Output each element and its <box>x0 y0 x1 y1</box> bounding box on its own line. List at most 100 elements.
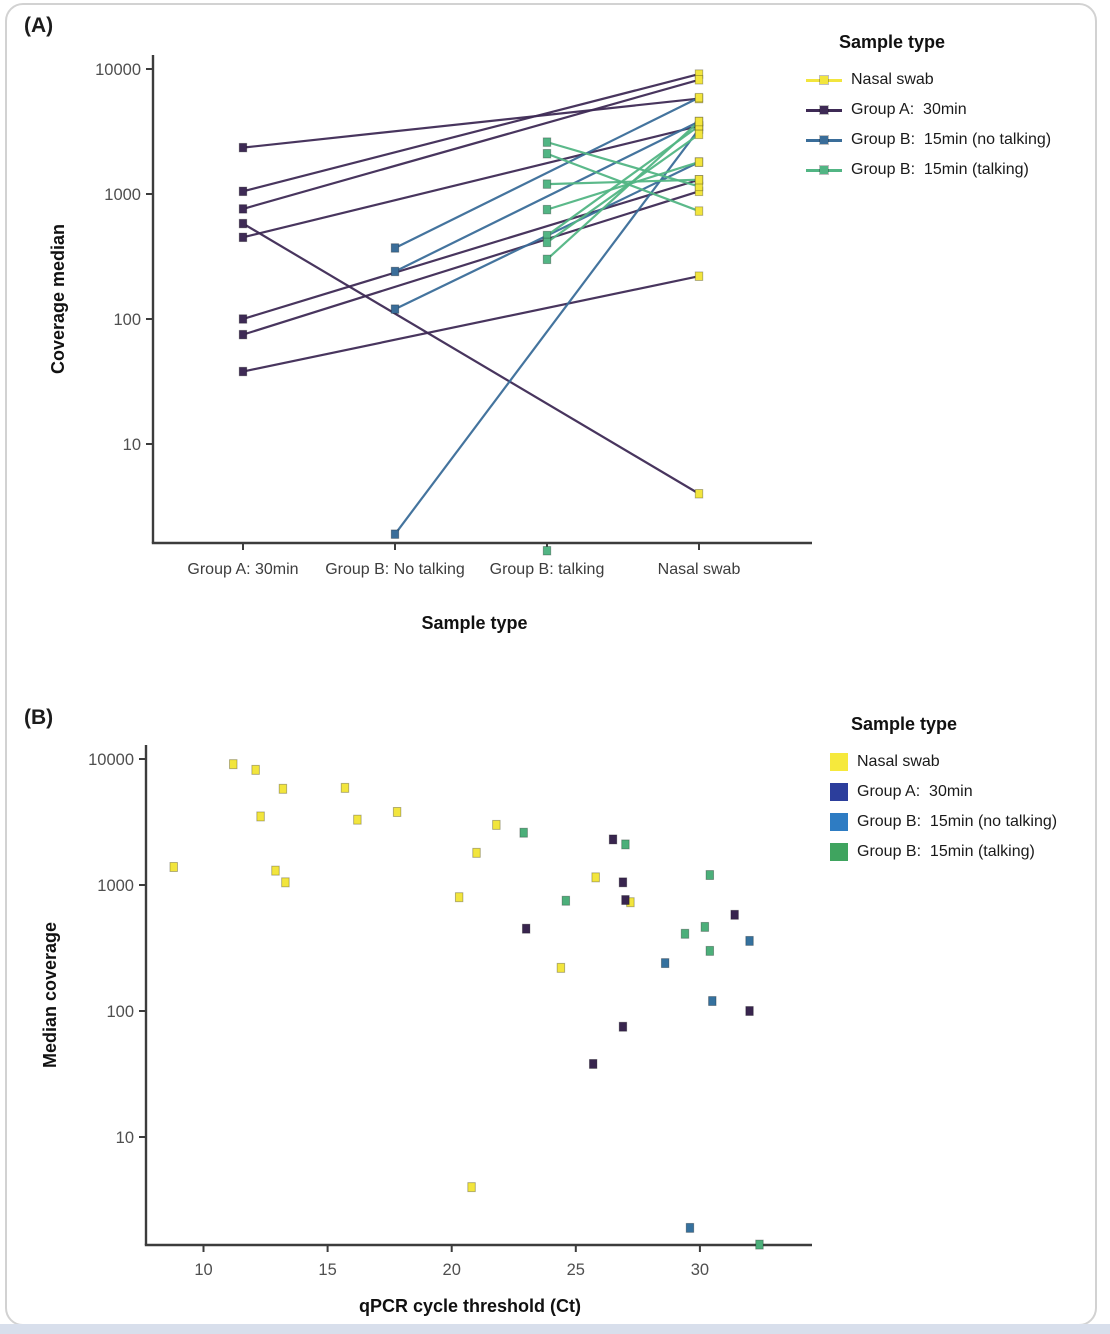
panel-b-point <box>730 909 739 920</box>
panel-a-nasal-point <box>694 116 704 127</box>
panel-a-point <box>542 237 552 248</box>
panel-a-legend-title: Sample type <box>839 32 946 52</box>
legend-swatch <box>830 813 848 831</box>
legend-label: Group B: 15min (no talking) <box>851 131 1052 148</box>
panel-b-point <box>281 877 290 888</box>
panel-a-nasal-point <box>694 175 704 185</box>
panel-b-point <box>591 872 600 883</box>
panel-b-point <box>700 921 710 932</box>
panel-a-pair-line <box>546 141 700 188</box>
panel-a-point <box>542 204 552 215</box>
panel-b-legend: Sample type Nasal swab Group A: 30min Grou… <box>818 714 1110 867</box>
panel-b-point <box>556 962 566 973</box>
panel-b-point <box>745 935 754 946</box>
panel-a-nasal-point <box>694 75 704 85</box>
panel-b-point <box>608 834 618 845</box>
legend-label: Group B: 15min (talking) <box>851 161 1029 178</box>
panel-a-point <box>542 254 552 265</box>
panel-a-point <box>238 218 248 229</box>
legend-item: Group B: 15min (talking) <box>806 155 1106 185</box>
panel-a-y-tick-label: 100 <box>113 311 141 329</box>
panel-a-nasal-point <box>694 206 704 216</box>
panel-a-point <box>390 529 400 539</box>
panel-a-pair-line <box>242 124 700 239</box>
panel-b-point <box>755 1239 764 1250</box>
panel-a-point <box>238 142 248 153</box>
panel-a-point <box>238 232 248 243</box>
panel-b-point <box>618 1021 628 1032</box>
panel-a-point <box>238 314 248 324</box>
panel-a-pair-line <box>546 120 700 261</box>
panel-a-pair-line <box>242 222 700 495</box>
panel-b-point <box>472 847 481 858</box>
panel-a-pair-line <box>242 97 700 149</box>
panel-b-point <box>745 1006 754 1016</box>
panel-a-y-tick-label: 1000 <box>104 186 141 204</box>
panel-b-y-tick-label: 1000 <box>97 877 134 895</box>
panel-a-x-tick-label: Nasal swab <box>658 561 741 578</box>
panel-b-point <box>169 862 178 872</box>
panel-b-point <box>492 819 501 830</box>
panel-a-y-tick-label: 10000 <box>95 61 141 79</box>
panel-b-point <box>454 892 464 903</box>
legend-line-square-marker <box>806 135 842 145</box>
panel-a-point <box>542 546 552 556</box>
panel-b-point <box>229 759 238 770</box>
legend-label: Group A: 30min <box>857 783 973 800</box>
panel-b-x-tick-label: 25 <box>567 1261 585 1279</box>
legend-item: Group A: 30min <box>818 777 1110 807</box>
panel-a-label: (A) <box>24 14 54 37</box>
panel-a-point <box>238 204 248 214</box>
legend-label: Group B: 15min (talking) <box>857 843 1035 860</box>
legend-line-square-marker <box>806 105 842 115</box>
panel-a-pair-line <box>394 128 700 535</box>
legend-line-square-marker <box>806 165 842 175</box>
panel-a-nasal-point <box>694 157 704 167</box>
window-bottom-edge <box>0 1324 1110 1334</box>
legend-label: Nasal swab <box>851 71 934 88</box>
panel-a-x-tick-label: Group B: talking <box>490 561 605 578</box>
panel-b-point <box>521 923 531 934</box>
legend-swatch <box>830 753 848 771</box>
panel-b-x-tick-label: 20 <box>443 1261 461 1279</box>
panel-a-nasal-point <box>694 92 704 103</box>
panel-b-point <box>705 870 715 880</box>
figure-card-border <box>5 3 1097 1326</box>
legend-item: Nasal swab <box>818 747 1110 777</box>
panel-b-y-axis-title: Median coverage <box>40 922 60 1068</box>
panel-a-pair-line <box>242 178 700 321</box>
panel-b-point <box>467 1182 476 1193</box>
panel-a-point <box>390 304 400 314</box>
legend-item: Group B: 15min (no talking) <box>818 807 1110 837</box>
panel-a-point <box>390 266 400 277</box>
legend-swatch <box>830 783 848 801</box>
panel-b-point <box>680 928 690 939</box>
panel-b-point <box>685 1222 695 1233</box>
panel-b-chart: 10 100 1000 10000 10 15 20 25 30 qPCR cycle thres… <box>40 745 812 1316</box>
panel-a-point <box>542 179 552 189</box>
panel-a-legend: Sample type Nasal swab Group A: 30min Grou… <box>806 32 1106 185</box>
panel-b-point <box>353 814 362 825</box>
panel-a-pair-line <box>242 275 700 373</box>
panel-b-point <box>340 782 350 793</box>
panel-a-y-axis-title: Coverage median <box>48 224 68 374</box>
legend-label: Nasal swab <box>857 753 940 770</box>
legend-item: Nasal swab <box>806 65 1106 95</box>
panel-a-point <box>238 186 248 197</box>
panel-a-x-tick-label: Group A: 30min <box>187 561 298 578</box>
panel-b-point <box>271 865 280 876</box>
legend-swatch <box>830 843 848 861</box>
panel-b-point <box>256 811 265 822</box>
panel-a-y-tick-label: 10 <box>123 436 141 454</box>
panel-b-point <box>618 877 628 888</box>
panel-b-point <box>278 783 288 794</box>
panel-b-x-tick-label: 10 <box>194 1261 212 1279</box>
panel-a-legend-items: Nasal swab Group A: 30min Group B: 15min (… <box>806 65 1106 185</box>
panel-a-pair-line <box>546 161 700 211</box>
legend-label: Group A: 30min <box>851 101 967 118</box>
legend-item: Group A: 30min <box>806 95 1106 125</box>
panel-a-pair-line <box>242 190 700 336</box>
panel-a-pair-line <box>394 120 700 273</box>
panel-b-point <box>660 958 670 969</box>
